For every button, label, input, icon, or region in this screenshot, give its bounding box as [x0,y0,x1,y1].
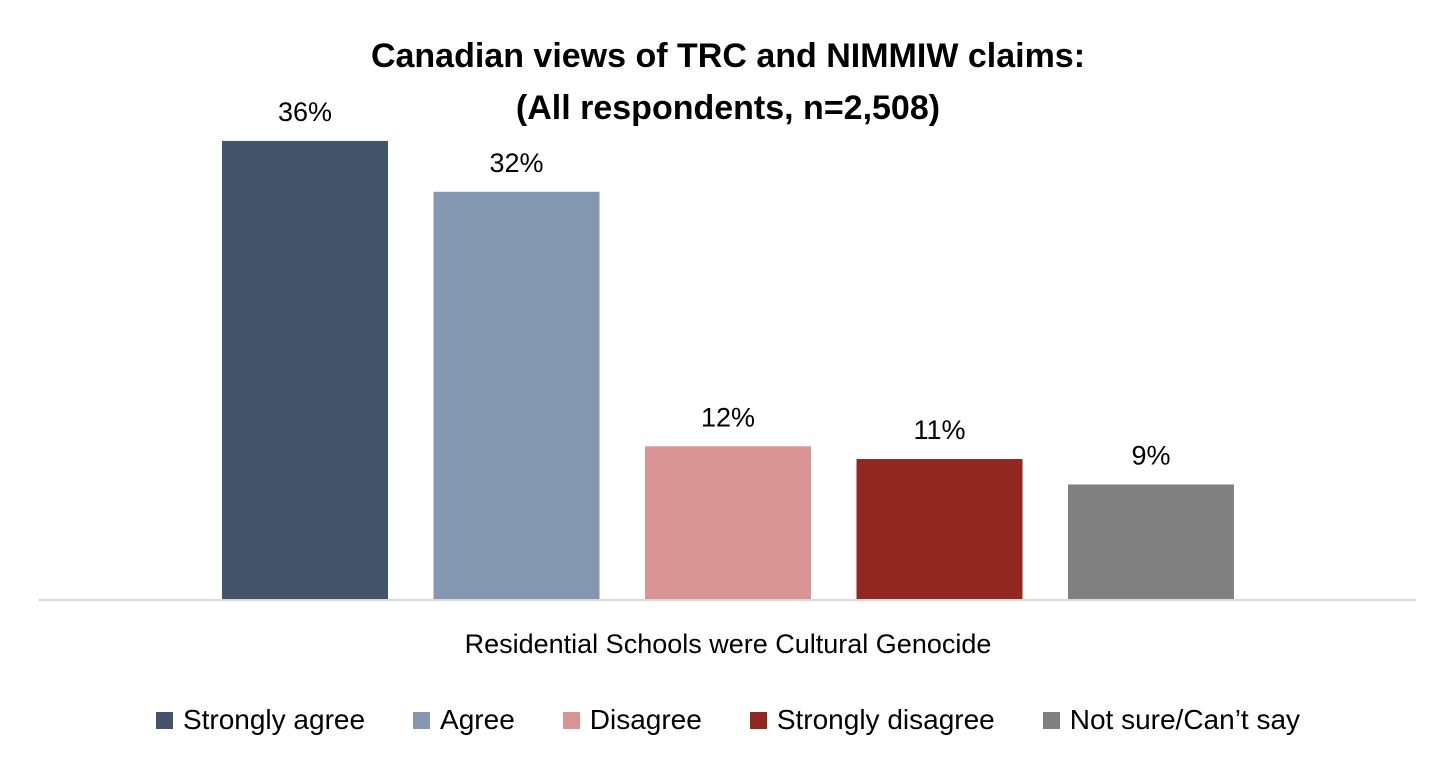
legend-swatch [155,711,173,729]
chart-subtitle: (All respondents, n=2,508) [515,89,941,127]
legend-label: Not sure/Can’t say [1069,704,1301,735]
legend-swatch [562,711,580,729]
legend-swatch [1042,711,1060,729]
bar-agree [433,191,600,600]
data-label: 32% [489,148,543,178]
data-label: 11% [913,415,965,445]
legend-item: Strongly agree [155,703,366,737]
data-label: 9% [1131,440,1170,470]
legend-label: Agree [440,704,515,735]
chart-legend: Strongly agree Agree Disagree Strongly disa… [0,700,1456,740]
bar-strongly-agree [222,140,388,599]
legend-item: Disagree [562,703,702,737]
bar-disagree [645,446,811,599]
legend-item: Not sure/Can’t say [1042,703,1301,737]
data-label: 36% [278,97,332,127]
legend-label: Disagree [589,704,702,735]
legend-swatch [413,711,431,729]
legend-label: Strongly disagree [776,704,995,735]
legend-label: Strongly agree [182,704,366,735]
chart-title: Canadian views of TRC and NIMMIW claims: [370,37,1086,75]
x-axis-category-label: Residential Schools were Cultural Genoci… [465,629,992,659]
bar-not-sure-can-t-say [1068,484,1234,599]
bar-strongly-disagree [856,459,1023,599]
legend-item: Strongly disagree [749,703,995,737]
legend-item: Agree [413,703,515,737]
legend-swatch [749,711,767,729]
data-label: 12% [701,402,755,432]
